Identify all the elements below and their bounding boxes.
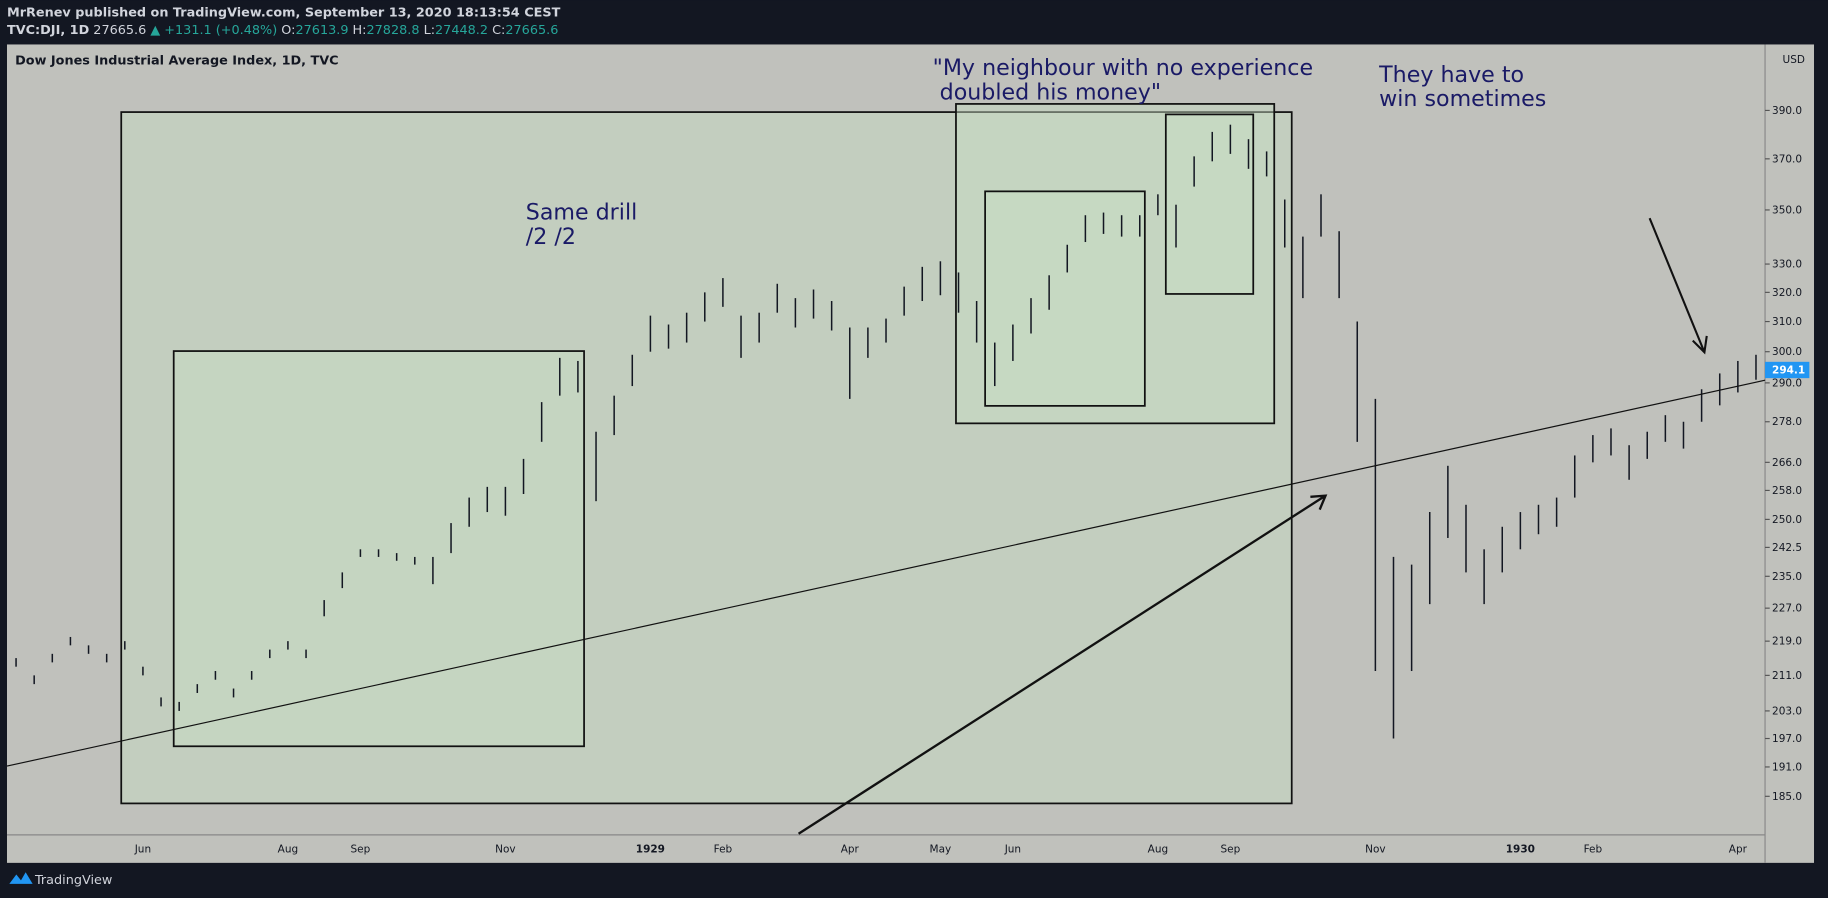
annotation: Same drill/2 /2 <box>526 199 637 249</box>
y-tick-label: 350.0 <box>1772 204 1802 216</box>
x-tick-label: Jun <box>134 843 151 855</box>
annotation-line: "My neighbour with no experience <box>933 55 1313 81</box>
footer-brand: TradingView <box>34 873 112 888</box>
x-tick-label: Feb <box>714 843 733 855</box>
chart-area <box>6 44 1815 863</box>
trend-line <box>6 379 1766 767</box>
x-tick-label: May <box>930 843 952 855</box>
x-tick-label: Aug <box>278 843 298 855</box>
y-tick-label: 227.0 <box>1772 603 1802 615</box>
lines <box>6 217 1766 835</box>
rectangle <box>1164 113 1255 295</box>
y-tick-label: 278.0 <box>1772 416 1802 428</box>
y-tick-label: 290.0 <box>1772 377 1802 389</box>
y-tick-label: 185.0 <box>1772 791 1802 803</box>
y-tick-label: 211.0 <box>1772 670 1802 682</box>
x-tick-label: Nov <box>495 843 515 855</box>
x-tick-label: Nov <box>1365 843 1385 855</box>
last: 27665.6 <box>93 23 146 38</box>
annotation-line: win sometimes <box>1379 86 1546 112</box>
x-tick-label: Sep <box>351 843 371 855</box>
x-tick-label: Aug <box>1148 843 1168 855</box>
symbol: TVC:DJI, 1D <box>7 23 89 38</box>
y-tick-label: 197.0 <box>1772 733 1802 745</box>
ohlc-label: C: <box>492 23 505 38</box>
annotation-line: doubled his money" <box>933 79 1161 105</box>
rectangle <box>120 111 1293 805</box>
logo-icon <box>9 872 33 884</box>
x-tick-label: 1929 <box>636 843 665 855</box>
x-tick-label: Feb <box>1584 843 1603 855</box>
change: ▲ +131.1 (+0.48%) <box>150 23 277 38</box>
annotation-line: They have to <box>1378 62 1524 88</box>
last-price-label: 294.1 <box>1772 364 1805 376</box>
x-tick-label: Apr <box>1729 843 1748 855</box>
currency: USD <box>1783 54 1805 66</box>
x-tick-label: 1930 <box>1506 843 1535 855</box>
ohlc-value: 27665.6 <box>505 23 558 38</box>
bars <box>15 124 1757 739</box>
y-tick-label: 266.0 <box>1772 457 1802 469</box>
publisher: MrRenev published on TradingView.com, Se… <box>7 5 561 20</box>
rectangle <box>984 190 1146 407</box>
x-tick-label: Apr <box>841 843 860 855</box>
y-tick-label: 300.0 <box>1772 346 1802 358</box>
quote-line: TVC:DJI, 1D 27665.6 ▲ +131.1 (+0.48%) O:… <box>7 23 558 38</box>
y-tick-label: 330.0 <box>1772 259 1802 271</box>
y-tick-label: 310.0 <box>1772 316 1802 328</box>
arrow <box>1648 217 1708 355</box>
publisher-text: MrRenev published on TradingView.com, Se… <box>7 5 561 20</box>
y-tick-label: 203.0 <box>1772 705 1802 717</box>
x-tick-label: Jun <box>1004 843 1021 855</box>
arrow <box>797 494 1328 835</box>
ohlc-label: O: <box>281 23 295 38</box>
y-tick-label: 235.0 <box>1772 571 1802 583</box>
ohlc-value: 27828.8 <box>367 23 420 38</box>
ohlc-label: H: <box>353 23 367 38</box>
ohlc-value: 27448.2 <box>435 23 488 38</box>
x-tick-label: Sep <box>1220 843 1240 855</box>
y-tick-label: 250.0 <box>1772 514 1802 526</box>
annotation-line: Same drill <box>526 199 637 225</box>
y-tick-label: 320.0 <box>1772 287 1802 299</box>
y-tick-label: 191.0 <box>1772 761 1802 773</box>
annotation: They have to win sometimes <box>1378 62 1546 112</box>
annotation-line: /2 /2 <box>526 224 576 250</box>
rectangle <box>955 103 1276 425</box>
rectangle <box>172 350 585 748</box>
y-tick-label: 242.5 <box>1772 542 1802 554</box>
y-tick-label: 219.0 <box>1772 636 1802 648</box>
drawings <box>120 103 1293 805</box>
y-tick-label: 258.0 <box>1772 485 1802 497</box>
ohlc-value: 27613.9 <box>295 23 348 38</box>
chart-title: Dow Jones Industrial Average Index, 1D, … <box>15 53 338 68</box>
y-tick-label: 370.0 <box>1772 153 1802 165</box>
y-tick-label: 390.0 <box>1772 105 1802 117</box>
ohlc-label: L: <box>424 23 435 38</box>
footer-logo <box>9 872 33 884</box>
annotation: "My neighbour with no experience doubled… <box>933 55 1313 105</box>
last-price-box <box>1765 361 1810 379</box>
